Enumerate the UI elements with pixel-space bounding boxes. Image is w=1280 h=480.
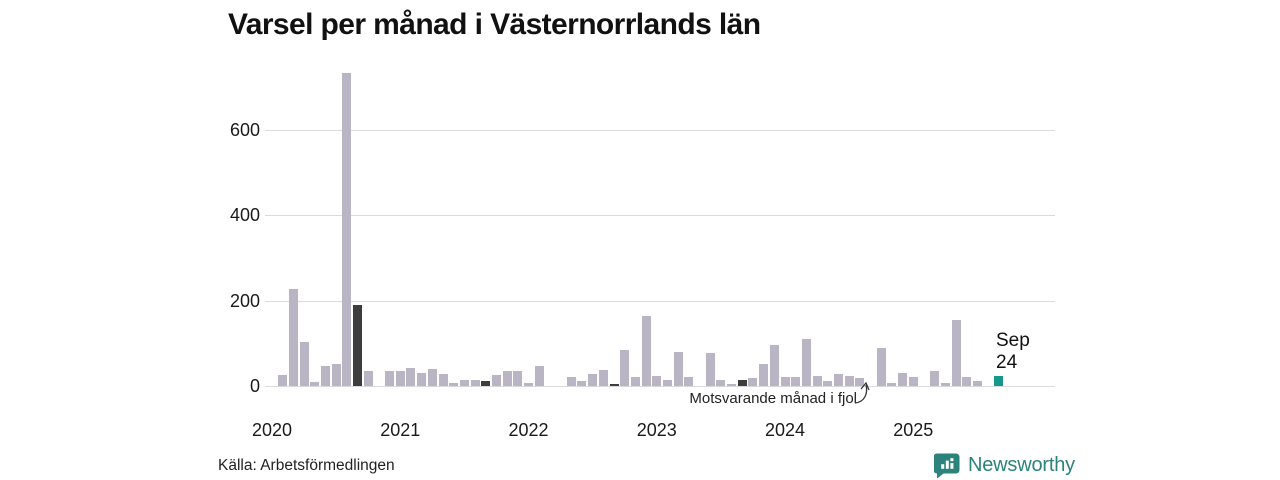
bar-2021-03	[417, 373, 427, 386]
bar-2022-10	[620, 349, 630, 386]
bar-2020-12	[385, 371, 395, 386]
bar-2023-01	[652, 376, 662, 386]
gridline-200	[265, 300, 1055, 302]
bar-2020-09	[353, 304, 362, 386]
y-tick-label-200: 200	[229, 290, 260, 311]
branding: Newsworthy	[934, 452, 1075, 479]
bar-2023-08	[727, 383, 737, 386]
bar-2021-04	[427, 368, 437, 386]
bar-2024-01	[780, 377, 790, 386]
x-tick-label-2022: 2022	[508, 420, 549, 440]
bar-2020-02	[278, 375, 288, 386]
bar-2023-06	[705, 352, 715, 386]
bar-2023-12	[769, 345, 779, 386]
bar-2025-09	[994, 375, 1004, 386]
bar-2024-07	[844, 376, 854, 386]
bar-2023-03	[673, 351, 683, 386]
bar-2021-10	[491, 375, 501, 386]
source-note: Källa: Arbetsförmedlingen	[218, 457, 395, 474]
newsworthy-wordmark: Newsworthy	[968, 454, 1075, 476]
bar-2024-02	[791, 377, 801, 386]
bar-2024-05	[823, 380, 833, 386]
y-tick-label-400: 400	[229, 205, 260, 226]
bar-2024-03	[801, 339, 811, 386]
newsworthy-logo-icon	[934, 453, 960, 479]
bar-2021-07	[459, 379, 469, 386]
bar-2022-08	[598, 369, 608, 386]
x-tick-label-2023: 2023	[636, 420, 677, 440]
y-tick-label-600: 600	[229, 120, 260, 141]
latest-month-label: Sep 24	[996, 330, 1030, 374]
bar-2022-06	[577, 380, 587, 386]
bar-2024-08	[855, 377, 865, 386]
bar-2024-06	[833, 374, 843, 386]
bar-2022-11	[630, 377, 640, 386]
gridline-0	[265, 386, 1055, 387]
bar-2022-09	[609, 383, 619, 386]
bar-2020-05	[310, 381, 320, 386]
x-tick-label-2025: 2025	[893, 420, 934, 440]
x-tick-label-2020: 2020	[251, 420, 293, 440]
x-tick-label-2024: 2024	[764, 420, 806, 440]
bar-2020-10	[363, 371, 373, 386]
bar-2021-12	[513, 370, 523, 386]
bar-2023-02	[662, 379, 672, 386]
bar-2022-05	[566, 376, 576, 386]
bar-2021-01	[395, 371, 405, 386]
bar-2023-09	[737, 379, 747, 386]
bar-2023-10	[748, 378, 758, 386]
y-tick-label-0: 0	[249, 376, 260, 396]
bar-2024-04	[812, 376, 822, 386]
bar-2022-12	[641, 315, 651, 386]
curved-arrow-icon	[854, 381, 870, 404]
bar-2023-04	[684, 377, 694, 386]
bar-2023-11	[759, 363, 769, 386]
bar-2024-12	[898, 373, 908, 386]
bar-2021-09	[481, 380, 491, 386]
latest-month-label-line1: Sep	[996, 330, 1030, 351]
bar-2022-01	[524, 382, 533, 386]
bar-2021-11	[502, 371, 512, 386]
bar-2020-06	[320, 365, 330, 386]
bar-2021-08	[470, 380, 480, 386]
bar-2020-04	[299, 342, 309, 386]
chart-title: Varsel per månad i Västernorrlands län	[228, 8, 761, 41]
bar-2025-03	[930, 371, 940, 386]
bar-2023-07	[716, 380, 726, 386]
bar-2021-06	[449, 383, 459, 386]
bar-2020-07	[331, 363, 341, 386]
bar-2025-06	[962, 376, 972, 386]
bar-2025-07	[972, 380, 982, 386]
x-tick-label-2021: 2021	[380, 420, 421, 440]
bar-2021-02	[406, 368, 416, 386]
bar-2025-05	[951, 319, 961, 386]
bar-2025-01	[908, 376, 918, 386]
bar-2022-07	[588, 374, 598, 386]
bar-2020-08	[342, 72, 352, 386]
bar-2021-05	[438, 374, 448, 386]
bar-2022-02	[534, 365, 544, 386]
bar-2024-11	[887, 382, 897, 386]
bar-2020-03	[288, 288, 298, 386]
bar-2025-04	[940, 382, 950, 386]
gridline-400	[265, 215, 1055, 217]
gridline-600	[265, 130, 1055, 132]
bar-2024-10	[876, 347, 886, 386]
latest-month-label-line2: 24	[996, 352, 1018, 373]
comparison-annotation: Motsvarande månad i fjol	[689, 390, 857, 407]
